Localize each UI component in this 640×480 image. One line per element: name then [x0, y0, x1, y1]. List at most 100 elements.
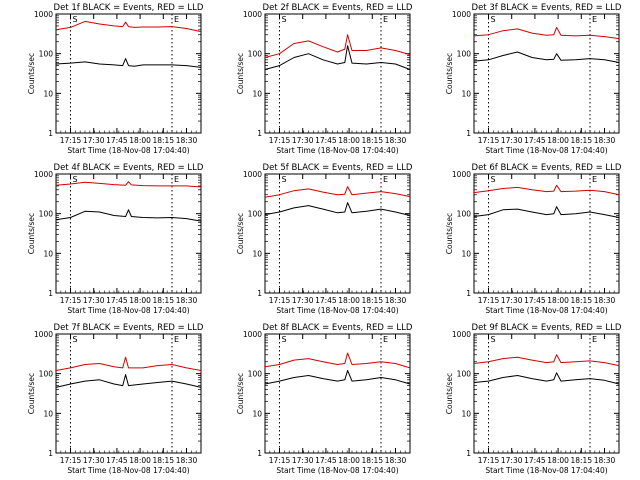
- x-tick-label: 18:30: [385, 456, 407, 465]
- y-axis-label: Counts/sec: [445, 373, 454, 414]
- x-tick-label: 17:45: [315, 136, 337, 145]
- y-tick-label: 1000: [452, 170, 471, 179]
- series-line-lld: [473, 184, 620, 196]
- series-line-lld: [264, 186, 411, 198]
- x-tick-label: 17:30: [83, 136, 105, 145]
- time-marker-label: S: [73, 335, 78, 344]
- y-axis-label: Counts/sec: [27, 53, 36, 94]
- y-axis-label: Counts/sec: [236, 373, 245, 414]
- y-tick-label: 10: [461, 249, 471, 258]
- series-line-events: [55, 58, 202, 68]
- x-tick-label: 17:15: [269, 136, 291, 145]
- series-line-events: [55, 374, 202, 388]
- y-tick-label: 1000: [243, 330, 262, 339]
- x-tick-label: 18:15: [152, 296, 174, 305]
- panel-title: Det 3f BLACK = Events, RED = LLD: [472, 3, 622, 13]
- x-tick-label: 17:30: [501, 136, 523, 145]
- x-tick-label: 17:15: [478, 456, 500, 465]
- panel-title: Det 7f BLACK = Events, RED = LLD: [54, 323, 204, 333]
- series-line-events: [473, 206, 620, 218]
- plot-frame: [55, 173, 202, 294]
- series-line-lld: [55, 181, 202, 188]
- x-tick-label: 18:15: [361, 296, 383, 305]
- plot-frame: [55, 333, 202, 454]
- y-tick-label: 100: [457, 50, 472, 59]
- x-tick-label: 18:00: [129, 136, 151, 145]
- x-tick-label: 18:00: [547, 296, 569, 305]
- y-tick-label: 10: [461, 409, 471, 418]
- x-tick-label: 17:15: [60, 456, 82, 465]
- x-tick-label: 17:30: [292, 136, 314, 145]
- x-axis-label: Start Time (18-Nov-08 17:04:40): [276, 466, 398, 475]
- time-marker-label: E: [592, 15, 597, 24]
- series-line-lld: [473, 354, 620, 367]
- y-axis-label: Counts/sec: [27, 373, 36, 414]
- y-tick-label: 100: [248, 50, 263, 59]
- y-tick-label: 1000: [243, 10, 262, 19]
- series-line-lld: [264, 34, 411, 58]
- x-tick-label: 18:00: [547, 456, 569, 465]
- x-tick-label: 18:15: [570, 456, 592, 465]
- x-axis-label: Start Time (18-Nov-08 17:04:40): [67, 146, 189, 155]
- panel-title: Det 8f BLACK = Events, RED = LLD: [263, 323, 413, 333]
- panel-title: Det 2f BLACK = Events, RED = LLD: [263, 3, 413, 13]
- x-tick-label: 18:30: [385, 136, 407, 145]
- y-tick-label: 1: [48, 129, 53, 138]
- panel-title: Det 5f BLACK = Events, RED = LLD: [263, 163, 413, 173]
- x-tick-label: 17:30: [83, 456, 105, 465]
- x-tick-label: 17:15: [478, 296, 500, 305]
- time-marker-label: S: [282, 335, 287, 344]
- time-marker-label: S: [282, 15, 287, 24]
- y-tick-label: 1000: [34, 170, 53, 179]
- x-tick-label: 18:00: [338, 136, 360, 145]
- x-axis-label: Start Time (18-Nov-08 17:04:40): [485, 306, 607, 315]
- x-tick-label: 17:45: [106, 456, 128, 465]
- y-tick-label: 1000: [34, 330, 53, 339]
- x-tick-label: 18:15: [570, 136, 592, 145]
- plot-frame: [264, 173, 411, 294]
- time-marker-label: E: [592, 175, 597, 184]
- x-tick-label: 17:30: [292, 456, 314, 465]
- y-tick-label: 1: [257, 129, 262, 138]
- x-tick-label: 18:15: [361, 136, 383, 145]
- y-axis-label: Counts/sec: [445, 53, 454, 94]
- detector-panel: Det 6f BLACK = Events, RED = LLD 1 10 100 10…: [445, 163, 622, 315]
- y-tick-label: 1: [466, 129, 471, 138]
- x-tick-label: 18:00: [338, 296, 360, 305]
- series-line-lld: [55, 20, 202, 33]
- detector-panel: Det 8f BLACK = Events, RED = LLD 1 10 100 10…: [236, 323, 413, 475]
- panel-title: Det 1f BLACK = Events, RED = LLD: [54, 3, 204, 13]
- x-tick-label: 18:00: [129, 456, 151, 465]
- y-axis-label: Counts/sec: [445, 213, 454, 254]
- y-axis-label: Counts/sec: [236, 213, 245, 254]
- time-marker-label: S: [73, 15, 78, 24]
- detector-panel: Det 3f BLACK = Events, RED = LLD 1 10 100 10…: [445, 3, 622, 155]
- time-marker-label: S: [491, 15, 496, 24]
- series-line-events: [55, 209, 202, 222]
- x-tick-label: 17:45: [106, 136, 128, 145]
- y-tick-label: 1000: [243, 170, 262, 179]
- detector-panel: Det 5f BLACK = Events, RED = LLD 1 10 100 10…: [236, 163, 413, 315]
- y-tick-label: 1: [466, 289, 471, 298]
- y-tick-label: 1000: [452, 330, 471, 339]
- y-tick-label: 1000: [34, 10, 53, 19]
- panel-title: Det 9f BLACK = Events, RED = LLD: [472, 323, 622, 333]
- x-tick-label: 17:45: [524, 296, 546, 305]
- y-tick-label: 1: [48, 449, 53, 458]
- plot-frame: [264, 13, 411, 134]
- y-axis-label: Counts/sec: [27, 213, 36, 254]
- y-tick-label: 10: [252, 249, 262, 258]
- detector-panel: Det 1f BLACK = Events, RED = LLD 1 10 100 10…: [27, 3, 204, 155]
- x-axis-label: Start Time (18-Nov-08 17:04:40): [485, 466, 607, 475]
- series-line-events: [264, 202, 411, 216]
- y-tick-label: 100: [39, 50, 54, 59]
- series-line-lld: [473, 26, 620, 40]
- x-axis-label: Start Time (18-Nov-08 17:04:40): [485, 146, 607, 155]
- y-tick-label: 10: [43, 249, 53, 258]
- series-line-lld: [55, 356, 202, 371]
- x-tick-label: 17:30: [83, 296, 105, 305]
- y-tick-label: 100: [248, 210, 263, 219]
- x-tick-label: 17:30: [501, 456, 523, 465]
- series-line-events: [264, 45, 411, 70]
